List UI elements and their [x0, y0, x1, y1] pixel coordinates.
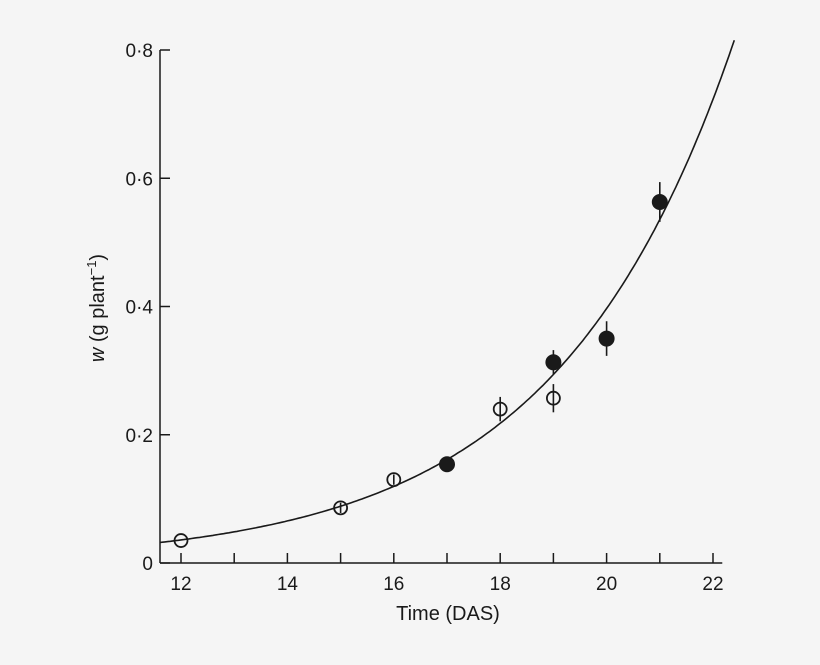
x-tick-label: 18	[490, 574, 511, 595]
y-tick-label: 0·8	[126, 41, 153, 62]
y-tick-label: 0·4	[126, 298, 154, 319]
data-point-filled	[439, 456, 455, 473]
y-axis-label: w (g plant−1)	[84, 254, 109, 362]
x-tick-label: 16	[383, 574, 404, 595]
x-axis-label: Time (DAS)	[396, 603, 500, 625]
data-point-filled	[651, 193, 668, 210]
y-tick-label: 0	[142, 554, 153, 575]
data-point-open	[333, 500, 349, 516]
x-tick-label: 12	[170, 574, 191, 595]
data-point-filled	[545, 354, 562, 371]
y-tick-label: 0·6	[126, 169, 153, 190]
data-point-open	[492, 401, 508, 417]
data-point-open	[386, 472, 402, 488]
x-tick-label: 20	[596, 574, 617, 595]
y-tick-label: 0·2	[126, 426, 153, 447]
x-tick-label: 14	[277, 574, 299, 595]
data-point-open	[546, 390, 561, 406]
data-point-open	[173, 533, 189, 548]
data-point-filled	[598, 330, 615, 347]
x-tick-label: 22	[702, 574, 723, 595]
